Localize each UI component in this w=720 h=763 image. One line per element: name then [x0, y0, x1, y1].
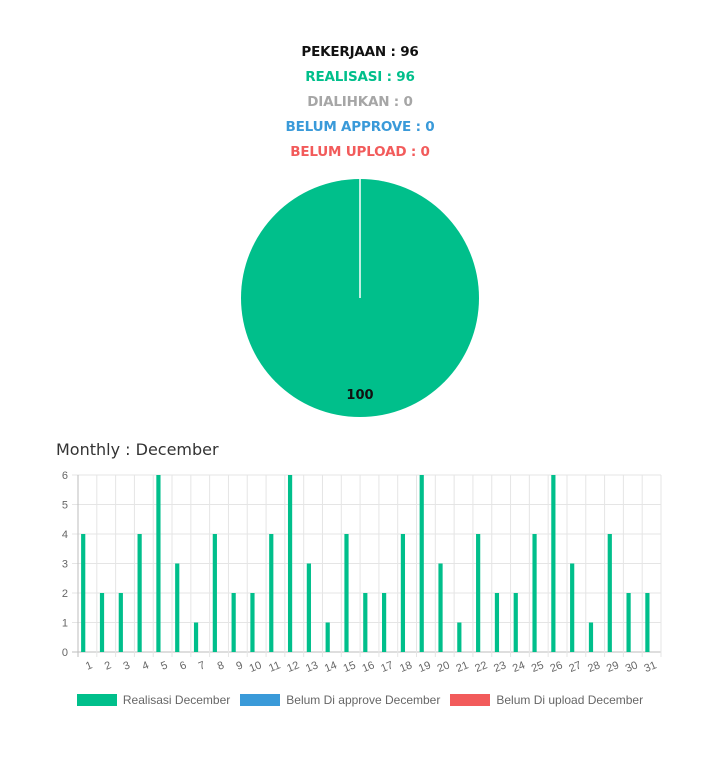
x-tick-label: 6 — [178, 659, 188, 672]
pekerjaan-total: PEKERJAAN : 96 — [301, 44, 419, 60]
bar-realisasi-december-15[interactable] — [344, 534, 349, 652]
belum-upload-total: BELUM UPLOAD : 0 — [290, 144, 430, 160]
chart-legend: Realisasi December Belum Di approve Decem… — [0, 693, 720, 707]
y-tick-label: 1 — [62, 618, 68, 630]
x-tick-label: 8 — [216, 659, 226, 672]
x-tick-label: 12 — [285, 659, 301, 675]
x-tick-label: 3 — [122, 659, 132, 672]
pie-data-label: 100 — [346, 388, 373, 403]
bar-realisasi-december-20[interactable] — [438, 563, 443, 653]
bar-realisasi-december-31[interactable] — [645, 593, 650, 652]
x-tick-label: 9 — [235, 659, 245, 672]
x-tick-label: 17 — [379, 659, 395, 675]
x-tick-label: 2 — [103, 659, 113, 672]
x-tick-label: 21 — [455, 659, 471, 675]
legend-label: Belum Di upload December — [496, 693, 644, 707]
bar-realisasi-december-8[interactable] — [212, 534, 217, 652]
x-tick-label: 20 — [436, 659, 452, 675]
realisasi-total: REALISASI : 96 — [305, 69, 415, 85]
y-tick-label: 2 — [62, 588, 68, 600]
x-tick-label: 1 — [84, 659, 94, 672]
bar-realisasi-december-26[interactable] — [551, 475, 556, 652]
legend-swatch — [76, 694, 117, 706]
bar-realisasi-december-16[interactable] — [363, 593, 368, 652]
legend-swatch — [450, 694, 491, 706]
x-tick-label: 10 — [248, 659, 264, 675]
bar-realisasi-december-17[interactable] — [382, 593, 387, 652]
bar-realisasi-december-14[interactable] — [325, 622, 330, 653]
legend-item-realisasi-december[interactable]: Realisasi December — [76, 693, 231, 707]
x-tick-label: 28 — [586, 659, 602, 675]
legend-swatch — [240, 694, 281, 706]
x-tick-label: 26 — [549, 659, 565, 675]
y-tick-label: 5 — [62, 500, 68, 512]
x-tick-label: 27 — [567, 659, 583, 675]
x-tick-label: 31 — [643, 659, 659, 675]
bar-realisasi-december-30[interactable] — [626, 593, 631, 652]
bar-realisasi-december-28[interactable] — [588, 622, 594, 653]
bar-realisasi-december-22[interactable] — [476, 534, 481, 652]
bar-realisasi-december-11[interactable] — [269, 534, 274, 652]
bar-realisasi-december-2[interactable] — [99, 593, 105, 652]
bar-realisasi-december-4[interactable] — [137, 534, 142, 652]
x-tick-label: 30 — [624, 659, 640, 675]
pie-chart[interactable]: 100 — [0, 170, 720, 430]
bar-realisasi-december-21[interactable] — [457, 622, 462, 653]
bar-realisasi-december-1[interactable] — [81, 534, 86, 652]
bar-realisasi-december-10[interactable] — [250, 593, 255, 652]
y-tick-label: 3 — [62, 559, 68, 571]
x-tick-label: 13 — [304, 659, 320, 675]
x-tick-label: 29 — [605, 659, 621, 675]
legend-item-belum-di-upload-december[interactable]: Belum Di upload December — [450, 693, 643, 707]
x-tick-label: 24 — [511, 659, 527, 675]
x-tick-label: 15 — [342, 659, 358, 675]
y-tick-label: 6 — [62, 470, 68, 482]
bar-realisasi-december-9[interactable] — [231, 593, 236, 652]
x-tick-label: 22 — [473, 659, 489, 675]
y-tick-label: 0 — [62, 647, 68, 659]
x-tick-label: 23 — [492, 659, 508, 675]
y-tick-label: 4 — [62, 529, 68, 541]
bar-realisasi-december-29[interactable] — [607, 534, 612, 652]
bar-realisasi-december-23[interactable] — [494, 593, 500, 652]
legend-item-belum-di-approve-december[interactable]: Belum Di approve December — [240, 693, 440, 707]
monthly-chart-title: Monthly : December — [56, 440, 219, 459]
bar-realisasi-december-24[interactable] — [513, 593, 518, 652]
legend-label: Belum Di approve December — [286, 693, 441, 707]
x-tick-label: 19 — [417, 659, 433, 675]
bar-realisasi-december-27[interactable] — [570, 563, 575, 653]
x-tick-label: 14 — [323, 659, 339, 675]
x-tick-label: 16 — [360, 659, 376, 675]
bar-realisasi-december-13[interactable] — [306, 563, 311, 653]
bar-realisasi-december-18[interactable] — [400, 534, 406, 652]
bar-realisasi-december-7[interactable] — [193, 622, 199, 653]
x-tick-label: 7 — [197, 659, 207, 672]
bar-realisasi-december-3[interactable] — [118, 593, 123, 652]
legend-label: Realisasi December — [122, 693, 231, 707]
x-tick-label: 5 — [159, 659, 169, 672]
bar-realisasi-december-12[interactable] — [287, 475, 293, 652]
x-tick-label: 25 — [530, 659, 546, 675]
dialihkan-total: DIALIHKAN : 0 — [307, 94, 413, 110]
belum-approve-total: BELUM APPROVE : 0 — [285, 119, 435, 135]
x-tick-label: 4 — [140, 659, 150, 672]
bar-realisasi-december-25[interactable] — [532, 534, 537, 652]
bar-realisasi-december-6[interactable] — [175, 563, 180, 653]
bar-realisasi-december-5[interactable] — [156, 475, 161, 652]
bar-realisasi-december-19[interactable] — [419, 475, 424, 652]
x-tick-label: 11 — [267, 659, 282, 674]
x-tick-label: 18 — [398, 659, 414, 675]
summary-block: PEKERJAAN : 96 REALISASI : 96 DIALIHKAN … — [0, 40, 720, 165]
